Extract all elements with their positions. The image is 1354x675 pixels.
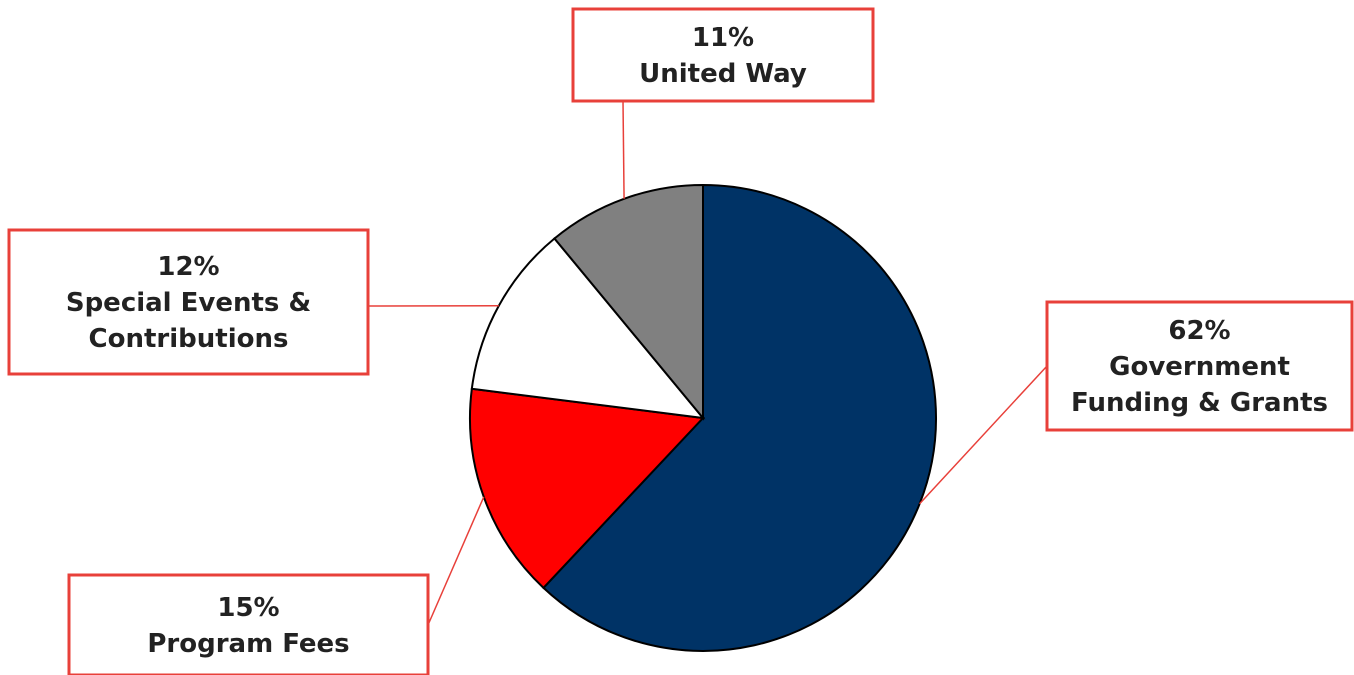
callout-box — [67, 573, 430, 675]
slice-name-label: Government — [1109, 352, 1290, 382]
callout-united-way: 11% United Way — [571, 7, 875, 103]
leader-line — [427, 496, 485, 626]
callout-special-events-contributions: 12% Special Events & Contributions — [7, 228, 370, 376]
callout-box — [571, 7, 875, 103]
slice-percent-label: 12% — [157, 252, 219, 282]
slice-name-label: Funding & Grants — [1071, 388, 1328, 418]
slice-name-label: Contributions — [89, 324, 289, 354]
slice-callouts: 62% Government Funding & Grants 15% Program … — [7, 7, 1354, 675]
slice-percent-label: 62% — [1168, 316, 1230, 346]
leader-lines — [367, 100, 1048, 626]
pie-slices — [469, 183, 937, 652]
slice-name-label: United Way — [639, 59, 807, 89]
slice-percent-label: 11% — [692, 23, 754, 53]
callout-program-fees: 15% Program Fees — [67, 573, 430, 675]
leader-line — [919, 365, 1048, 505]
callout-box — [7, 228, 370, 376]
leader-line — [622, 100, 625, 199]
pie-slice-united-way — [553, 183, 704, 421]
slice-name-label: Program Fees — [147, 629, 349, 659]
callout-box — [1045, 300, 1354, 432]
callout-government-funding-grants: 62% Government Funding & Grants — [1045, 300, 1354, 432]
slice-name-label: Special Events & — [66, 288, 311, 318]
slice-percent-label: 15% — [217, 593, 279, 623]
